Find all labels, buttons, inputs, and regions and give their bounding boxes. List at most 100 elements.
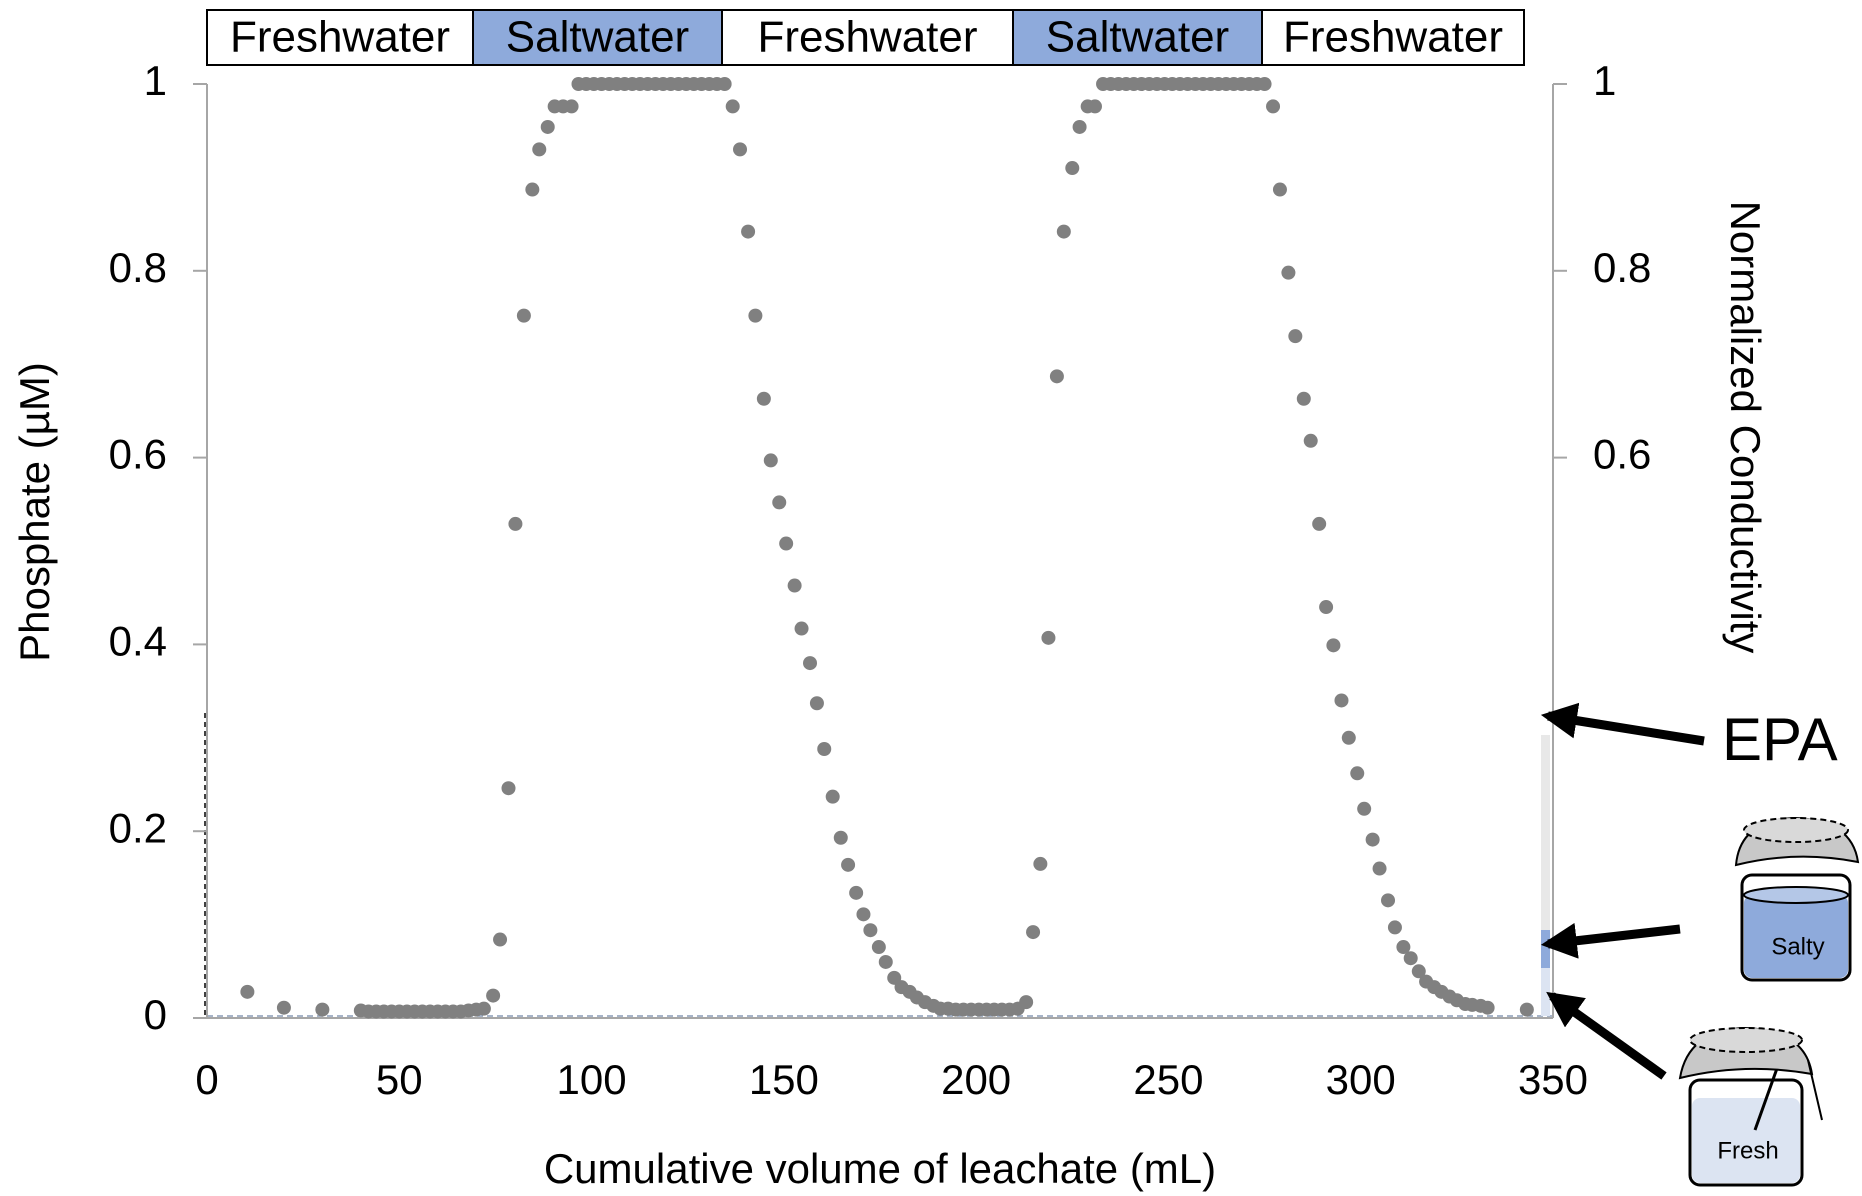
data-point xyxy=(1381,893,1395,907)
data-point xyxy=(1050,369,1064,383)
data-point xyxy=(1373,862,1387,876)
y2-axis-title: Normalized Conductivity xyxy=(1722,201,1769,654)
fresh-jar: Fresh xyxy=(1680,1028,1822,1185)
data-point xyxy=(1288,329,1302,343)
data-point xyxy=(1334,693,1348,707)
phase-bar: Freshwater Saltwater Freshwater Saltwater Fr… xyxy=(207,10,1524,65)
data-point xyxy=(849,886,863,900)
data-point xyxy=(817,742,831,756)
data-point xyxy=(525,183,539,197)
data-point xyxy=(1319,600,1333,614)
data-point xyxy=(1366,833,1380,847)
y-tick-label: 0.2 xyxy=(109,804,167,851)
x-tick-label: 200 xyxy=(941,1056,1011,1103)
data-point xyxy=(1297,392,1311,406)
data-point xyxy=(841,858,855,872)
data-point xyxy=(517,309,531,323)
x-tick-label: 100 xyxy=(557,1056,627,1103)
epa-range xyxy=(1541,735,1550,930)
data-point xyxy=(779,537,793,551)
data-point xyxy=(277,1001,291,1015)
data-point xyxy=(1065,161,1079,175)
data-point xyxy=(810,696,824,710)
data-point xyxy=(1073,120,1087,134)
x-tick-label: 50 xyxy=(376,1056,423,1103)
y2-tick-label: 0.8 xyxy=(1593,244,1651,291)
data-point xyxy=(1388,920,1402,934)
data-point xyxy=(879,955,893,969)
data-point xyxy=(240,985,254,999)
data-point xyxy=(718,77,732,91)
data-point xyxy=(502,781,516,795)
phase-label: Saltwater xyxy=(506,13,689,62)
data-point xyxy=(1350,766,1364,780)
data-point xyxy=(1281,266,1295,280)
data-point xyxy=(1404,951,1418,965)
data-point xyxy=(1026,925,1040,939)
data-point xyxy=(1041,631,1055,645)
data-point xyxy=(315,1003,329,1017)
data-point xyxy=(1304,434,1318,448)
y-tick-label: 0.4 xyxy=(109,617,167,664)
x-tick-label: 250 xyxy=(1133,1056,1203,1103)
epa-arrow xyxy=(1548,716,1704,741)
phase-label: Saltwater xyxy=(1046,13,1229,62)
data-point xyxy=(757,392,771,406)
data-point xyxy=(541,120,555,134)
data-point xyxy=(493,933,507,947)
y-tick-label: 0.8 xyxy=(109,244,167,291)
data-point xyxy=(1088,99,1102,113)
phase-label: Freshwater xyxy=(1283,13,1503,62)
data-point xyxy=(1520,1003,1534,1017)
x-tick-label: 350 xyxy=(1518,1056,1588,1103)
data-point xyxy=(733,142,747,156)
data-point xyxy=(863,923,877,937)
salty-jar: Salty xyxy=(1736,818,1858,980)
data-point xyxy=(486,989,500,1003)
y2-tick-label: 0.6 xyxy=(1593,431,1651,478)
x-tick-label: 300 xyxy=(1326,1056,1396,1103)
data-point xyxy=(741,225,755,239)
fresh-range xyxy=(1541,968,1550,1016)
data-point xyxy=(795,622,809,636)
data-point xyxy=(532,142,546,156)
epa-label: EPA xyxy=(1722,706,1838,773)
data-point xyxy=(1326,638,1340,652)
phase-label: Freshwater xyxy=(230,13,450,62)
data-point xyxy=(764,453,778,467)
data-point xyxy=(565,99,579,113)
data-point xyxy=(1481,1001,1495,1015)
data-point xyxy=(872,940,886,954)
data-point xyxy=(1342,731,1356,745)
data-point xyxy=(508,517,522,531)
data-point xyxy=(1057,225,1071,239)
data-point xyxy=(803,656,817,670)
fresh-label: Fresh xyxy=(1717,1137,1778,1164)
data-point xyxy=(726,99,740,113)
salty-arrow xyxy=(1548,929,1680,944)
data-point xyxy=(1266,99,1280,113)
data-point xyxy=(1033,857,1047,871)
x-tick-label: 0 xyxy=(195,1056,218,1103)
data-point xyxy=(826,790,840,804)
data-point xyxy=(772,495,786,509)
y-tick-label: 0.6 xyxy=(109,431,167,478)
y-axis-title: Phosphate (µM) xyxy=(11,362,58,662)
x-tick-label: 150 xyxy=(749,1056,819,1103)
data-point xyxy=(1273,183,1287,197)
y-tick-label: 0 xyxy=(144,991,167,1038)
y2-tick-label: 1 xyxy=(1593,57,1616,104)
salty-label: Salty xyxy=(1771,933,1824,960)
data-point xyxy=(477,1002,491,1016)
data-point xyxy=(788,579,802,593)
salty-range xyxy=(1541,930,1550,968)
x-axis-title: Cumulative volume of leachate (mL) xyxy=(544,1145,1216,1192)
data-point xyxy=(834,831,848,845)
data-point xyxy=(1019,995,1033,1009)
data-point xyxy=(856,907,870,921)
data-point xyxy=(1258,77,1272,91)
phase-label: Freshwater xyxy=(757,13,977,62)
data-point xyxy=(1357,802,1371,816)
points xyxy=(240,77,1533,1018)
